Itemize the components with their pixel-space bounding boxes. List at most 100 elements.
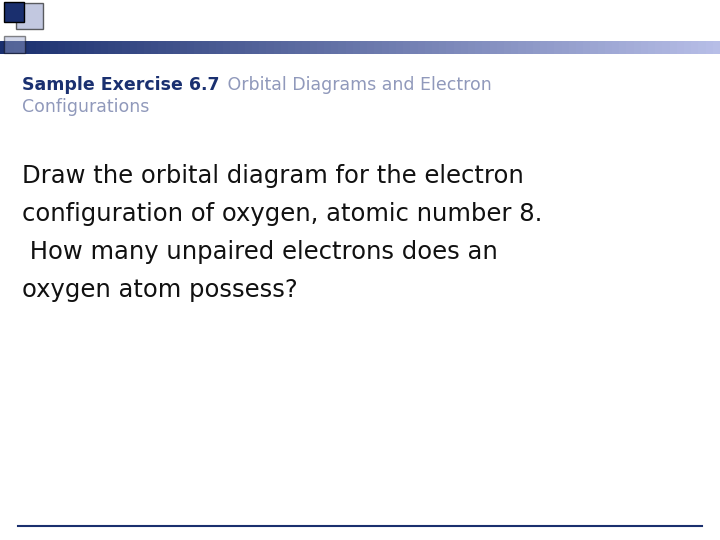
Text: How many unpaired electrons does an: How many unpaired electrons does an: [22, 240, 498, 264]
Bar: [497, 40, 505, 54]
Bar: [374, 40, 382, 54]
Bar: [698, 40, 706, 54]
Text: oxygen atom possess?: oxygen atom possess?: [22, 278, 298, 302]
Bar: [331, 40, 339, 54]
Bar: [382, 40, 390, 54]
Bar: [504, 40, 512, 54]
Bar: [655, 40, 663, 54]
Bar: [576, 40, 584, 54]
Bar: [641, 40, 649, 54]
Bar: [14, 40, 22, 54]
Bar: [58, 40, 66, 54]
Bar: [216, 40, 224, 54]
Bar: [158, 40, 166, 54]
Bar: [338, 40, 346, 54]
Bar: [288, 40, 296, 54]
Bar: [526, 40, 534, 54]
Bar: [230, 40, 238, 54]
Bar: [108, 40, 116, 54]
Bar: [425, 40, 433, 54]
Bar: [691, 40, 699, 54]
Bar: [562, 40, 570, 54]
Bar: [662, 40, 670, 54]
Bar: [684, 40, 692, 54]
Bar: [346, 40, 354, 54]
Bar: [518, 40, 526, 54]
Bar: [554, 40, 562, 54]
Bar: [238, 40, 246, 54]
Bar: [713, 40, 720, 54]
Bar: [418, 40, 426, 54]
Bar: [0, 40, 8, 54]
Bar: [482, 40, 490, 54]
Bar: [598, 40, 606, 54]
Bar: [209, 40, 217, 54]
Bar: [605, 40, 613, 54]
Bar: [281, 40, 289, 54]
Bar: [324, 40, 332, 54]
Bar: [446, 40, 454, 54]
Bar: [151, 40, 159, 54]
Bar: [612, 40, 620, 54]
Bar: [72, 40, 80, 54]
Bar: [648, 40, 656, 54]
Bar: [490, 40, 498, 54]
Bar: [144, 40, 152, 54]
Bar: [50, 40, 58, 54]
Bar: [122, 40, 130, 54]
Bar: [130, 40, 138, 54]
Bar: [583, 40, 591, 54]
Bar: [266, 40, 274, 54]
Text: Sample Exercise 6.7: Sample Exercise 6.7: [22, 76, 220, 94]
Bar: [274, 40, 282, 54]
Bar: [353, 40, 361, 54]
Bar: [590, 40, 598, 54]
Bar: [547, 40, 555, 54]
Bar: [137, 40, 145, 54]
Bar: [310, 40, 318, 54]
Text: Orbital Diagrams and Electron: Orbital Diagrams and Electron: [222, 76, 491, 94]
Bar: [252, 40, 260, 54]
Bar: [432, 40, 440, 54]
Bar: [461, 40, 469, 54]
Bar: [79, 40, 87, 54]
Bar: [101, 40, 109, 54]
Bar: [389, 40, 397, 54]
Bar: [187, 40, 195, 54]
Text: Configurations: Configurations: [22, 98, 149, 116]
Bar: [367, 40, 375, 54]
Bar: [533, 40, 541, 54]
Bar: [677, 40, 685, 54]
Bar: [259, 40, 267, 54]
Bar: [86, 40, 94, 54]
Bar: [403, 40, 411, 54]
Bar: [7, 40, 15, 54]
Bar: [180, 40, 188, 54]
Bar: [202, 40, 210, 54]
Bar: [223, 40, 231, 54]
Bar: [619, 40, 627, 54]
Bar: [396, 40, 404, 54]
Bar: [22, 40, 30, 54]
Bar: [194, 40, 202, 54]
Bar: [468, 40, 476, 54]
Bar: [302, 40, 310, 54]
Bar: [29, 40, 37, 54]
Bar: [43, 40, 51, 54]
Bar: [65, 40, 73, 54]
Bar: [360, 40, 368, 54]
Bar: [540, 40, 548, 54]
Bar: [410, 40, 418, 54]
Bar: [634, 40, 642, 54]
Bar: [36, 40, 44, 54]
Bar: [626, 40, 634, 54]
Bar: [670, 40, 678, 54]
Bar: [439, 40, 447, 54]
Bar: [173, 40, 181, 54]
Bar: [317, 40, 325, 54]
Bar: [295, 40, 303, 54]
Bar: [94, 40, 102, 54]
Bar: [569, 40, 577, 54]
Bar: [706, 40, 714, 54]
Bar: [245, 40, 253, 54]
